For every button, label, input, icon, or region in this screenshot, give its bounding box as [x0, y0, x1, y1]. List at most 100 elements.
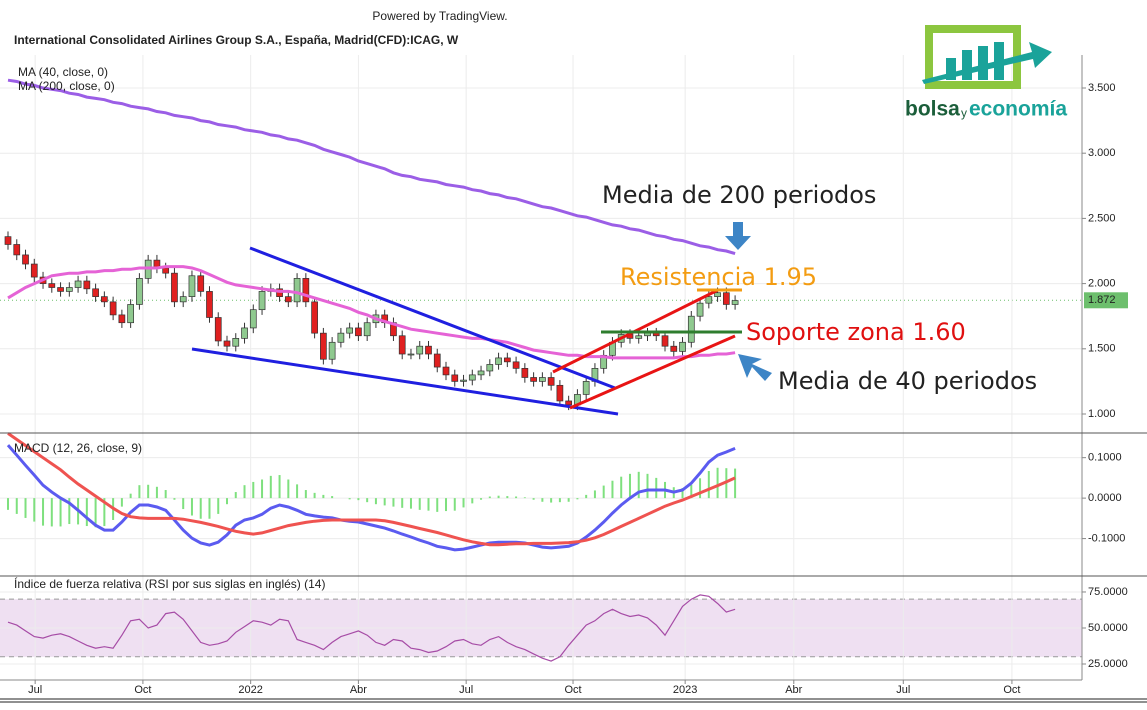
histogram-bar	[173, 498, 176, 500]
arrow	[738, 354, 772, 381]
histogram-bar	[94, 498, 97, 528]
candle-body	[4, 236, 12, 245]
histogram-bar	[690, 484, 693, 499]
last-value-box	[1084, 292, 1128, 309]
histogram-bar	[436, 498, 439, 512]
histogram-bar	[497, 495, 500, 499]
x-tick-label: Oct	[134, 684, 151, 696]
x-tick-label: 2022	[238, 684, 262, 696]
histogram-bar	[392, 498, 395, 507]
y-tick-label: 3.500	[1088, 82, 1116, 94]
candle-body	[101, 296, 108, 303]
histogram-bar	[199, 498, 202, 519]
candle-body	[477, 370, 485, 376]
candle-body	[547, 377, 555, 386]
candle-body	[661, 335, 669, 347]
y-tick-label: 2.000	[1088, 278, 1116, 290]
candle-body	[460, 379, 467, 382]
histogram-bar	[532, 498, 535, 500]
histogram-bar	[348, 498, 351, 500]
candle-body	[398, 335, 406, 355]
x-tick-label: Oct	[1003, 684, 1020, 696]
histogram-bar	[15, 498, 18, 514]
histogram-bar	[620, 476, 623, 499]
histogram-bar	[409, 498, 412, 509]
histogram-bar	[296, 484, 299, 499]
candle-body	[109, 301, 117, 316]
histogram-bar	[366, 498, 369, 503]
candle-body	[337, 332, 345, 343]
candle-body	[223, 340, 231, 347]
y-tick-label: 75.0000	[1088, 586, 1128, 598]
candle-body	[118, 314, 126, 324]
candle-body	[556, 384, 564, 402]
legend-entry: MA (40, close, 0)	[18, 65, 108, 79]
candle-body	[48, 283, 56, 288]
histogram-bar	[234, 492, 237, 499]
candle-body	[197, 275, 205, 292]
candle-body	[136, 278, 143, 305]
candle-body	[530, 377, 537, 382]
candle-body	[311, 301, 318, 334]
histogram-bar	[138, 485, 141, 499]
candle-body	[363, 322, 371, 337]
logo-bar	[978, 46, 988, 80]
histogram-bar	[707, 471, 710, 499]
histogram-bar	[576, 498, 579, 500]
histogram-bar	[523, 497, 526, 499]
histogram-bar	[208, 498, 211, 519]
candle-body	[74, 280, 82, 288]
candle-body	[188, 275, 196, 297]
candle-body	[214, 317, 222, 342]
candle-body	[635, 335, 643, 339]
histogram-bar	[541, 498, 544, 502]
histogram-bar	[480, 498, 483, 500]
y-tick-label: 2.500	[1088, 212, 1116, 224]
candle-body	[442, 366, 450, 376]
annotation: Media de 40 periodos	[778, 367, 1037, 395]
histogram-bar	[226, 498, 229, 505]
candle-body	[328, 341, 336, 360]
annotation: Resistencia 1.95	[620, 263, 817, 291]
candle-body	[503, 357, 511, 363]
histogram-bar	[734, 468, 737, 499]
candle-body	[705, 296, 713, 304]
candle-body	[232, 338, 240, 347]
histogram-bar	[85, 498, 88, 527]
moving-average-line	[7, 78, 736, 256]
candle-body	[162, 267, 170, 274]
candle-body	[652, 332, 660, 337]
candle-body	[670, 345, 678, 352]
annotation: Soporte zona 1.60	[746, 318, 966, 346]
candle-body	[714, 292, 721, 297]
x-tick-label: Abr	[785, 684, 802, 696]
candle-body	[293, 278, 301, 303]
y-tick-label: 0.1000	[1088, 452, 1122, 464]
candle-body	[468, 374, 476, 381]
histogram-bar	[6, 498, 9, 510]
histogram-bar	[445, 498, 448, 512]
histogram-bar	[637, 471, 640, 499]
histogram-bar	[164, 490, 167, 499]
signal-line	[7, 432, 736, 547]
histogram-bar	[462, 498, 465, 508]
candle-body	[22, 254, 29, 265]
histogram-bar	[585, 494, 588, 499]
logo-bar	[946, 58, 956, 80]
candle-body	[539, 377, 546, 382]
candle-body	[433, 353, 441, 368]
y-tick-label: 3.000	[1088, 147, 1116, 159]
histogram-bar	[628, 473, 631, 499]
histogram-bar	[427, 498, 430, 511]
histogram-bar	[103, 498, 106, 527]
histogram-bar	[655, 477, 658, 499]
candle-body	[722, 292, 730, 305]
candle-body	[320, 332, 327, 360]
x-tick-label: Oct	[564, 684, 581, 696]
candle-body	[696, 302, 704, 317]
histogram-bar	[550, 498, 553, 503]
x-tick-label: 2023	[673, 684, 697, 696]
histogram-bar	[24, 498, 27, 518]
x-tick-label: Jul	[28, 684, 42, 696]
